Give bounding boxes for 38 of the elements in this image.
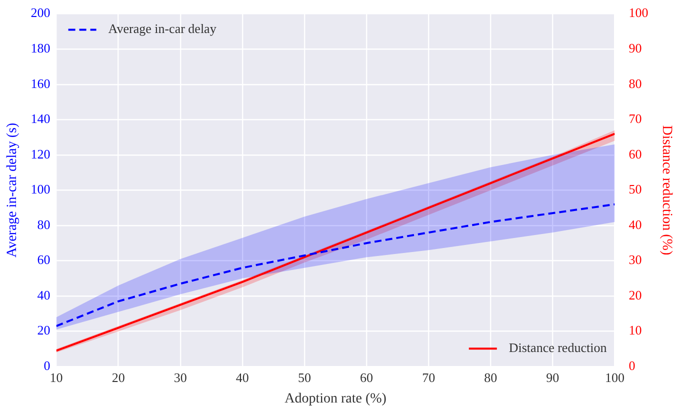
x-tick-label: 60 [360,370,374,385]
y-tick-label: 40 [37,287,50,302]
y-tick-label: 100 [30,182,50,197]
legend-label: Average in-car delay [108,21,217,36]
y2-tick-label: 10 [628,322,642,338]
x-tick-label: 50 [298,370,311,385]
y-tick-label: 0 [44,358,50,374]
x-tick-label: 30 [174,370,187,385]
x-tick-label: 40 [236,370,249,385]
x-tick-label: 80 [484,370,498,385]
y-tick-label: 180 [30,40,50,56]
y-tick-label: 200 [30,5,50,20]
y-tick-label: 60 [37,252,50,268]
y-tick-label: 80 [37,216,50,232]
x-tick-label: 20 [112,370,125,385]
x-tick-label: 10 [50,370,63,385]
y2-tick-label: 100 [628,5,648,20]
y2-tick-label: 70 [628,111,642,126]
y2-tick-label: 80 [628,76,642,91]
y-tick-label: 120 [30,146,50,162]
y2-axis-title: Distance reduction (%) [658,125,674,256]
y2-tick-label: 90 [628,40,642,56]
x-axis-title: Adoption rate (%) [284,391,387,406]
line-series [56,203,615,328]
y-tick-label: 140 [30,111,50,126]
x-tick-label: 100 [604,370,624,385]
x-tick-label: 90 [546,370,560,385]
legend-label: Distance reduction [508,340,608,356]
y2-tick-label: 60 [628,146,642,162]
y2-tick-label: 50 [628,182,642,197]
y2-tick-label: 40 [628,216,642,232]
y2-tick-label: 30 [628,252,642,268]
y2-tick-label: 20 [628,287,642,302]
y-axis-title: Average in-car delay (s) [5,122,20,258]
y-tick-label: 20 [37,322,50,338]
x-tick-label: 70 [422,370,436,385]
y-tick-label: 160 [30,76,50,91]
y2-tick-label: 0 [628,358,636,374]
